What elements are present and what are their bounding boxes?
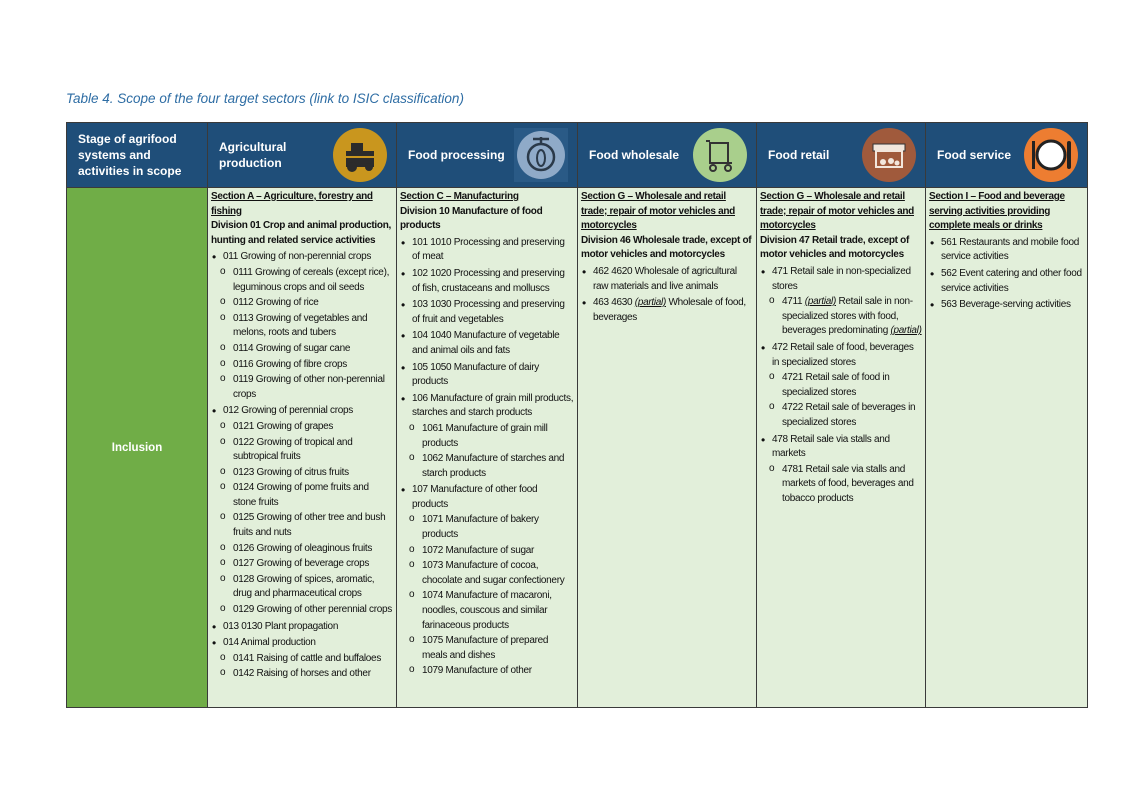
sub-bullet: 0124 Growing of pome fruits and stone fr… [211,480,393,510]
sub-bullet: 0119 Growing of other non-perennial crop… [211,372,393,402]
cell-content: Section I – Food and beverage serving ac… [926,188,1087,707]
body-cell: Section A – Agriculture, forestry and fi… [207,187,397,708]
sub-bullet: 0121 Growing of grapes [211,419,393,435]
icon-agriculture [333,128,387,182]
bullet: 105 1050 Manufacture of dairy products [400,361,574,390]
bullet: 562 Event catering and other food servic… [929,267,1084,296]
scope-table: Stage of agrifood systems and activities… [66,122,1088,708]
body-cell: Section C – Manufacturing Division 10 Man… [396,187,578,708]
bullet: 102 1020 Processing and preserving of fi… [400,267,574,296]
division: Division 10 Manufacture of food products [400,205,543,232]
table-caption: Table 4. Scope of the four target sector… [66,91,464,106]
bullet: 462 4620 Wholesale of agricultural raw m… [581,265,753,294]
section: Section G – Wholesale and retail trade; … [581,191,735,232]
header-label: Agricultural production [219,140,287,170]
sub-bullet: 1074 Manufacture of macaroni, noodles, c… [400,588,574,633]
bullet: 106 Manufacture of grain mill products, … [400,392,574,421]
division: Division 46 Wholesale trade, except of m… [581,234,752,261]
sub-bullet: 4722 Retail sale of beverages in special… [760,400,922,430]
sub-bullet: 0122 Growing of tropical and subtropical… [211,434,393,465]
header-row: Stage of agrifood systems and activities… [66,122,1088,188]
cell-content: Section C – Manufacturing Division 10 Man… [397,188,577,707]
emphasis-run: (partial) [890,325,922,337]
bullet: 012 Growing of perennial crops [211,404,393,419]
row-label-cell: Inclusion [66,187,208,708]
header-label: Food processing [408,148,505,162]
cell-content: Section A – Agriculture, forestry and fi… [208,188,396,707]
text-run: Retail sale in non- specialized stores w… [782,296,913,337]
sub-bullet: 1079 Manufacture of other [400,663,574,679]
body-cell: Section G – Wholesale and retail trade; … [756,187,926,708]
header-cell: Food service [925,122,1088,188]
sub-bullet: 0113 Growing of vegetables and melons, r… [211,311,393,341]
sub-bullet: 4721 Retail sale of food in specialized … [760,370,922,400]
sub-bullet: 0141 Raising of cattle and buffaloes [211,651,393,667]
bullet: 101 1010 Processing and preserving of me… [400,236,574,265]
sub-bullet: 1071 Manufacture of bakery products [400,512,574,542]
icon-processing [514,128,568,182]
bullet: 104 1040 Manufacture of vegetable and an… [400,329,574,358]
bullet: 463 4630 (partial) Wholesale of food, be… [581,296,753,325]
emphasis-run: (partial) [804,296,837,308]
sub-bullet: 1061 Manufacture of grain mill products [400,421,574,451]
sub-bullet: 0114 Growing of sugar cane [211,341,393,357]
body-cell: Section I – Food and beverage serving ac… [925,187,1088,708]
bullet: 471 Retail sale in non-specialized store… [760,265,922,294]
icon-service [1024,128,1078,182]
text-run: 463 4630 [593,297,635,309]
row-label: Inclusion [111,441,163,454]
sub-bullet: 1062 Manufacture of starches and starch … [400,451,574,481]
section: Section A – Agriculture, forestry and fi… [211,191,373,217]
sub-bullet: 0112 Growing of rice [211,295,393,311]
bullet: 107 Manufacture of other food products [400,483,574,512]
header-cell: Food retail [756,122,926,188]
sub-bullet: 1075 Manufacture of prepared meals and d… [400,633,574,663]
bullet: 561 Restaurants and mobile food service … [929,236,1084,265]
sub-bullet: 0126 Growing of oleaginous fruits [211,541,393,557]
header-label: Stage of agrifood systems and activities… [78,132,182,178]
sub-bullet: 1073 Manufacture of cocoa, chocolate and… [400,558,574,588]
cell-content: Section G – Wholesale and retail trade; … [578,188,756,707]
header-cell: Food wholesale [577,122,757,188]
sub-bullet: 4711 (partial) Retail sale in non- speci… [760,294,922,339]
text-run: Wholesale of food, beverages [593,297,746,323]
text-run: 4711 [782,296,805,308]
bullet: 013 0130 Plant propagation [211,620,393,635]
sub-bullet: 0142 Raising of horses and other [211,666,393,682]
header-label: Food retail [768,148,830,162]
header-cell: Agricultural production [207,122,397,188]
sub-bullet: 0128 Growing of spices, aromatic, drug a… [211,572,393,602]
bullet: 103 1030 Processing and preserving of fr… [400,298,574,327]
bullet: 563 Beverage-serving activities [929,298,1084,313]
bullet: 014 Animal production [211,636,393,651]
sub-bullet: 0125 Growing of other tree and bush frui… [211,510,393,540]
division: Division 01 Crop and animal production, … [211,220,391,246]
emphasis-run: (partial) [634,297,667,309]
sub-bullet: 0123 Growing of citrus fruits [211,465,393,481]
bullet: 011 Growing of non-perennial crops [211,250,393,265]
icon-retail [862,128,916,182]
cell-content: Section G – Wholesale and retail trade; … [757,188,925,707]
sub-bullet: 0129 Growing of other perennial crops [211,602,393,618]
division: Division 47 Retail trade, except of moto… [760,234,909,261]
header-cell: Food processing [396,122,578,188]
sub-bullet: 0116 Growing of fibre crops [211,357,393,373]
header-label: Food service [937,148,1012,162]
header-cell: Stage of agrifood systems and activities… [66,122,208,188]
sub-bullet: 0127 Growing of beverage crops [211,556,393,572]
bullet: 472 Retail sale of food, beverages in sp… [760,341,922,370]
bullet: 478 Retail sale via stalls and markets [760,433,922,462]
sub-bullet: 0111 Growing of cereals (except rice), l… [211,265,393,295]
header-label: Food wholesale [589,148,680,162]
body-row: Inclusion Section A – Agriculture, fores… [66,187,1088,708]
icon-wholesale [693,128,747,182]
body-cell: Section G – Wholesale and retail trade; … [577,187,757,708]
sub-bullet: 1072 Manufacture of sugar [400,543,574,559]
section: Section C – Manufacturing [400,191,519,202]
section: Section I – Food and beverage serving ac… [929,191,1065,232]
sub-bullet: 4781 Retail sale via stalls and markets … [760,462,922,507]
section: Section G – Wholesale and retail trade; … [760,191,914,232]
